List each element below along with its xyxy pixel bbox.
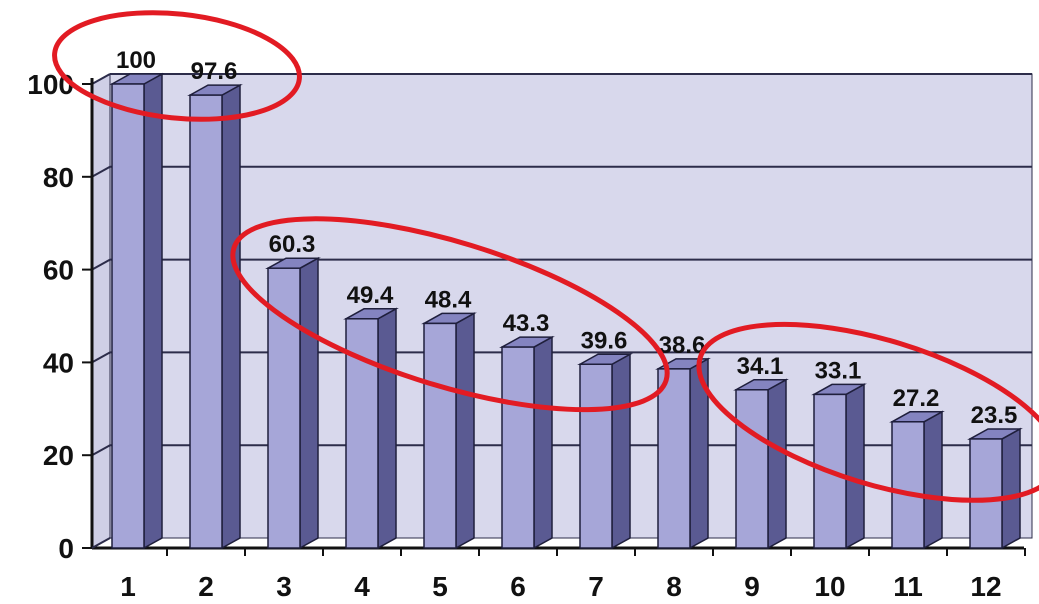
x-tick-label-6: 6 [510,571,526,602]
gridline-diag-60 [91,258,111,271]
data-label-6: 43.3 [503,310,550,337]
bar-side [611,352,631,550]
x-tick-label-11: 11 [893,571,923,602]
bar-side [767,378,787,550]
y-tick-label-20: 20 [43,440,74,471]
x-tick-label-3: 3 [276,571,292,602]
bar-4 [343,307,399,550]
x-tick-label-1: 1 [120,571,136,602]
gridline-diag-40 [91,351,111,364]
data-label-11: 27.2 [893,385,940,412]
bar-side [1001,427,1021,550]
data-label-4: 49.4 [347,282,394,309]
bar-front [579,363,613,549]
data-label-10: 33.1 [815,357,862,384]
x-axis-ticks: 1 2 3 4 5 6 7 8 9 10 11 12 [120,548,1026,602]
bar-front [501,346,535,549]
y-axis-ticks: 0 20 40 60 80 100 [27,69,92,564]
y-tick-label-80: 80 [43,162,74,193]
data-label-12: 23.5 [971,402,1018,429]
data-label-8: 38.6 [659,332,706,359]
floor-edge [91,537,111,549]
bar-2 [187,83,243,550]
bar-7 [577,352,633,550]
bar-side [533,335,553,550]
bar-6 [499,335,555,550]
highlight-ellipses [52,10,1039,503]
bar-1 [109,72,165,550]
bars [109,72,1023,550]
bar-front [657,368,691,549]
y-tick-label-60: 60 [43,255,74,286]
x-tick-label-10: 10 [814,571,845,602]
highlight-ellipse-top [52,10,302,122]
x-tick-label-4: 4 [354,571,370,602]
gridline-diag-20 [91,444,111,457]
x-tick-label-7: 7 [588,571,604,602]
bar-front [189,94,223,549]
bar-3 [265,256,321,550]
bar-11 [889,410,945,550]
data-label-9: 34.1 [737,353,784,380]
bar-side [143,72,163,550]
bar-side [455,312,475,550]
highlight-ellipse-middle [230,216,670,413]
bar-front [111,83,145,549]
bar-12 [967,427,1023,550]
y-tick-label-40: 40 [43,347,74,378]
gridline-diag-80 [91,165,111,178]
bar-side [845,383,865,550]
bar-5 [421,312,477,550]
bar-8 [655,357,711,550]
bar-9 [733,378,789,550]
bar-10 [811,383,867,550]
bar-side [923,410,943,550]
y-tick-label-0: 0 [58,533,74,564]
y-tick-label-100: 100 [27,69,74,100]
x-tick-label-9: 9 [744,571,760,602]
data-label-2: 97.6 [191,58,238,85]
gridlines [91,73,1032,457]
data-label-5: 48.4 [425,286,472,313]
bar-front [423,322,457,549]
bar-front [969,438,1003,549]
data-labels: 100 97.6 60.3 49.4 48.4 43.3 39.6 38.6 34.1 33.1 2… [116,47,1017,429]
bar-side [377,307,397,550]
plot-background [91,73,1033,549]
bar-side [299,256,319,550]
bar-front [891,421,925,549]
x-tick-label-8: 8 [666,571,682,602]
x-tick-label-12: 12 [970,571,1001,602]
plot-side-wall [91,73,111,549]
data-label-3: 60.3 [269,231,316,258]
highlight-ellipse-bottom [696,321,1039,503]
bar-front [735,389,769,549]
data-label-7: 39.6 [581,327,628,354]
x-tick-label-2: 2 [198,571,214,602]
data-label-1: 100 [116,47,156,74]
bar-side [221,83,241,550]
x-tick-label-5: 5 [432,571,448,602]
plot-back-wall [109,73,1033,539]
gridline-diag-100 [91,73,111,85]
